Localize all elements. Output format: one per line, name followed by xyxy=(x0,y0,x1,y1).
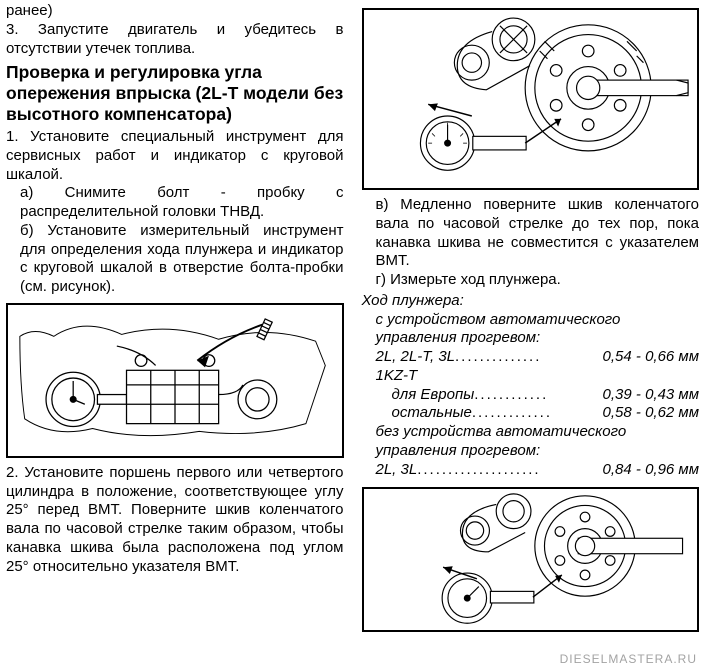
figure-pulley-dial-bottom xyxy=(362,487,700,632)
dots-leader: .............. xyxy=(455,348,603,367)
spec-row-4-value: 0,84 - 0,96 мм xyxy=(603,461,699,480)
figure-pulley-dial-top xyxy=(362,8,700,190)
spec-row-2-label: для Европы xyxy=(392,386,475,405)
spec-row-1-value: 0,54 - 0,66 мм xyxy=(603,348,699,367)
spec-title: Ход плунжера: xyxy=(362,292,700,311)
spec-row-2: для Европы ............ 0,39 - 0,43 мм xyxy=(362,386,700,405)
dots-leader: .................... xyxy=(417,461,602,480)
spec-row-4-label: 2L, 3L xyxy=(376,461,418,480)
spec-group-1: с устройством автоматического управления… xyxy=(362,311,700,349)
spec-row-3-label: остальные xyxy=(392,404,472,423)
step-1-text: 1. Установите специальный инструмент для… xyxy=(6,128,344,184)
figure-pump-indicator xyxy=(6,303,344,458)
spec-row-1-label: 2L, 2L-T, 3L xyxy=(376,348,456,367)
step-v-text: в) Медленно поверните шкив коленчатого в… xyxy=(362,196,700,271)
dots-leader: ............. xyxy=(472,404,603,423)
spec-row-3-value: 0,58 - 0,62 мм xyxy=(603,404,699,423)
step-3-text: 3. Запустите двигатель и убедитесь в отс… xyxy=(6,21,344,59)
spec-row-3: остальные ............. 0,58 - 0,62 мм xyxy=(362,404,700,423)
dots-leader: ............ xyxy=(474,386,602,405)
step-2-text: 2. Установите поршень первого или четвер… xyxy=(6,464,344,577)
step-g-text: г) Измерьте ход плунжера. xyxy=(362,271,700,290)
text-prev-end: ранее) xyxy=(6,2,344,21)
section-title: Проверка и регулировка угла опережения в… xyxy=(6,62,344,124)
spec-row-1: 2L, 2L-T, 3L .............. 0,54 - 0,66 … xyxy=(362,348,700,367)
watermark-text: DIESELMASTERA.RU xyxy=(560,652,697,667)
spec-group-2: без устройства автоматического управлени… xyxy=(362,423,700,461)
step-1a-text: а) Снимите болт - пробку с распределител… xyxy=(6,184,344,222)
spec-row-2-value: 0,39 - 0,43 мм xyxy=(603,386,699,405)
spec-row-4: 2L, 3L .................... 0,84 - 0,96 … xyxy=(362,461,700,480)
step-1b-text: б) Установите измерительный инструмент д… xyxy=(6,222,344,297)
spec-sub-1kzt: 1KZ-T xyxy=(362,367,700,386)
